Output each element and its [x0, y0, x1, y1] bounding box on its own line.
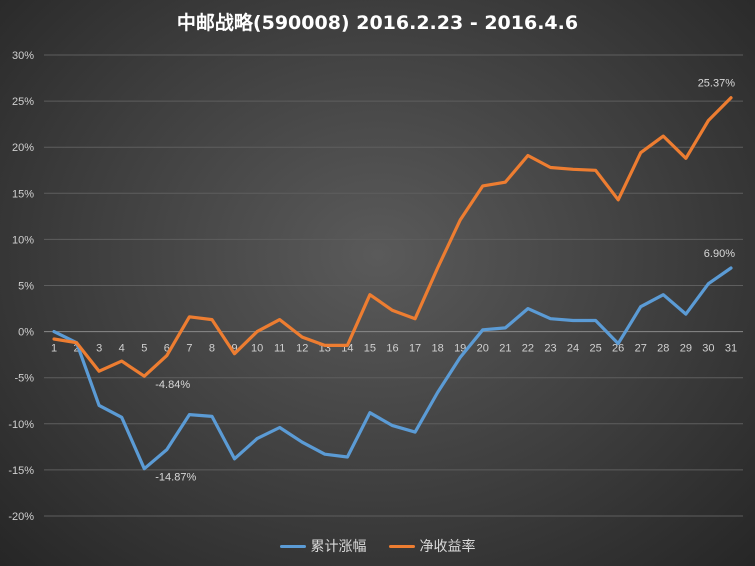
x-tick-label: 15 [364, 343, 376, 355]
y-tick-label: -10% [8, 419, 34, 431]
data-label: 6.90% [704, 248, 735, 260]
x-tick-label: 9 [231, 343, 237, 355]
legend-swatch-net-return [388, 544, 415, 548]
legend-label-net-return: 净收益率 [419, 539, 476, 555]
x-tick-label: 2 [74, 343, 80, 355]
x-tick-label: 28 [657, 343, 669, 355]
x-tick-label: 22 [522, 343, 534, 355]
x-tick-label: 17 [409, 343, 421, 355]
y-tick-label: 10% [12, 234, 34, 246]
x-tick-label: 30 [702, 343, 714, 355]
chart-title: 中邮战略(590008) 2016.2.23 - 2016.4.6 [176, 12, 579, 34]
legend-label-cumulative: 累计涨幅 [310, 539, 367, 555]
data-label: -14.87% [155, 472, 196, 484]
data-label: 25.37% [698, 78, 736, 90]
y-tick-label: 15% [12, 188, 34, 200]
x-tick-label: 5 [141, 343, 147, 355]
y-tick-label: 30% [12, 50, 34, 62]
legend-item-net-return: 净收益率 [388, 536, 476, 556]
x-tick-label: 3 [96, 343, 102, 355]
y-tick-label: 5% [18, 281, 34, 293]
x-tick-label: 31 [725, 343, 737, 355]
x-tick-label: 10 [251, 343, 263, 355]
y-tick-label: -5% [14, 373, 34, 385]
x-tick-label: 21 [499, 343, 511, 355]
x-tick-label: 20 [477, 343, 489, 355]
x-tick-label: 16 [386, 343, 398, 355]
legend-swatch-cumulative [279, 544, 306, 548]
data-label: -4.84% [155, 379, 190, 391]
y-tick-label: 25% [12, 96, 34, 108]
x-tick-label: 7 [186, 343, 192, 355]
x-tick-label: 26 [612, 343, 624, 355]
series-line-cumulative [52, 266, 733, 471]
legend-item-cumulative: 累计涨幅 [279, 536, 367, 556]
x-tick-label: 23 [544, 343, 556, 355]
x-tick-label: 1 [51, 343, 57, 355]
chart-legend: 累计涨幅 净收益率 [0, 536, 755, 556]
y-tick-label: 20% [12, 142, 34, 154]
y-tick-label: 0% [18, 327, 34, 339]
x-tick-label: 27 [635, 343, 647, 355]
y-tick-label: -15% [8, 465, 34, 477]
series-line-net-return [52, 96, 733, 378]
x-tick-label: 11 [274, 343, 285, 355]
x-tick-label: 6 [164, 343, 170, 355]
x-tick-label: 18 [432, 343, 444, 355]
x-tick-label: 29 [680, 343, 692, 355]
x-tick-label: 4 [119, 343, 125, 355]
x-tick-label: 8 [209, 343, 215, 355]
x-tick-label: 25 [589, 343, 601, 355]
x-tick-label: 12 [296, 343, 308, 355]
y-tick-label: -20% [8, 511, 34, 523]
x-tick-label: 24 [567, 343, 579, 355]
